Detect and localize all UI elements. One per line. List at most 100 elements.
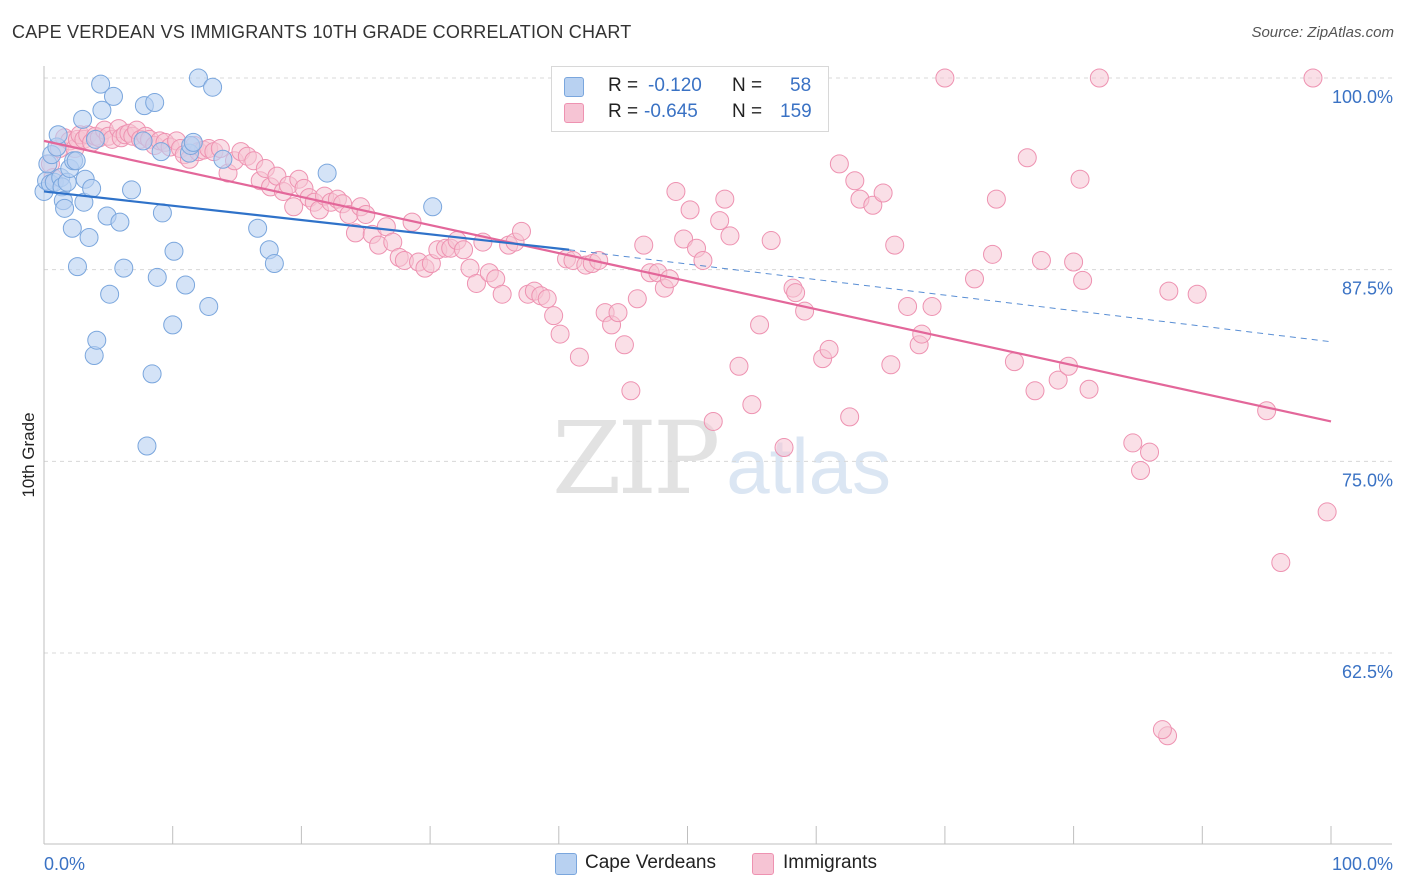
legend: R = -0.120 N = 58 R = -0.645 N = 159: [551, 66, 829, 132]
immigrants-point: [1187, 284, 1207, 304]
watermark-atlas: atlas: [726, 422, 892, 510]
immigrants-point: [1159, 281, 1179, 301]
immigrants-point: [935, 68, 955, 88]
cape-verdeans-point: [122, 180, 142, 200]
immigrants-point: [1140, 442, 1160, 462]
immigrants-point: [761, 231, 781, 251]
immigrants-point: [873, 183, 893, 203]
legend-r-label: R =: [608, 101, 639, 122]
legend-n-value: 58: [790, 75, 812, 96]
immigrants-point: [922, 296, 942, 316]
cape-verdeans-point: [213, 149, 233, 169]
immigrants-point: [840, 407, 860, 427]
immigrants-point: [881, 355, 901, 375]
tick-labels: 62.5% 75.0% 87.5% 100.0% 0.0% 100.0% 10th Grad…: [19, 87, 1393, 874]
cape-verdeans-point: [145, 93, 165, 113]
cape-verdeans-point: [100, 284, 120, 304]
cape-verdeans-point: [87, 330, 107, 350]
immigrants-point: [750, 315, 770, 335]
watermark-zip: ZIP: [552, 400, 720, 517]
cape-verdeans-trend-line: [43, 190, 570, 251]
bottom-legend-swatch-pink: [752, 853, 774, 875]
cape-verdeans-point: [110, 212, 130, 232]
immigrants-point: [1271, 553, 1291, 573]
cape-verdeans-point: [248, 218, 268, 238]
cape-verdeans-point: [142, 364, 162, 384]
cape-verdeans-point: [62, 218, 82, 238]
immigrants-point: [454, 240, 474, 260]
cape-verdeans-point: [423, 197, 443, 217]
immigrants-point: [550, 324, 570, 344]
immigrants-point: [715, 189, 735, 209]
cape-verdeans-point: [67, 257, 87, 277]
immigrants-point: [1257, 401, 1277, 421]
immigrants-point: [511, 221, 531, 241]
trend-lines: [43, 139, 1332, 423]
immigrants-point: [703, 411, 723, 431]
x-tick-label: 100.0%: [1332, 854, 1393, 874]
immigrants-point: [614, 335, 634, 355]
legend-r-value: -0.120: [648, 75, 702, 96]
immigrants-point: [1004, 352, 1024, 372]
immigrants-point: [1089, 68, 1109, 88]
immigrants-point: [537, 289, 557, 309]
immigrants-point: [1025, 381, 1045, 401]
immigrants-point: [1073, 270, 1093, 290]
legend-r-value: -0.645: [644, 101, 698, 122]
immigrants-point: [965, 269, 985, 289]
cape-verdeans-point: [85, 129, 105, 149]
immigrants-point: [729, 356, 749, 376]
immigrants-point: [1048, 370, 1068, 390]
immigrants-point: [983, 244, 1003, 264]
cape-verdeans-point: [199, 296, 219, 316]
legend-swatch-pink: [564, 103, 584, 123]
cape-verdeans-point: [55, 198, 75, 218]
watermark: ZIP atlas: [552, 400, 891, 517]
y-axis-title: 10th Grade: [19, 412, 38, 497]
immigrants-point: [1317, 502, 1337, 522]
bottom-legend-label: Immigrants: [783, 852, 877, 873]
immigrants-point: [774, 438, 794, 458]
cape-verdeans-point: [163, 315, 183, 335]
bottom-legend-label: Cape Verdeans: [585, 852, 716, 873]
immigrants-points: [40, 68, 1337, 746]
immigrants-point: [1070, 169, 1090, 189]
cape-verdeans-point: [48, 125, 68, 145]
cape-verdeans-point: [176, 275, 196, 295]
cape-verdeans-point: [151, 142, 171, 162]
immigrants-point: [819, 339, 839, 359]
immigrants-point: [608, 303, 628, 323]
cape-verdeans-point: [317, 163, 337, 183]
chart-title: CAPE VERDEAN VS IMMIGRANTS 10TH GRADE CO…: [12, 22, 632, 42]
cape-verdeans-point: [133, 131, 153, 151]
axis-layer: [43, 66, 1392, 845]
cape-verdeans-point: [183, 132, 203, 152]
immigrants-point: [829, 154, 849, 174]
immigrants-point: [674, 229, 694, 249]
immigrants-point: [1303, 68, 1323, 88]
cape-verdeans-point: [152, 203, 172, 223]
cape-verdeans-point: [103, 86, 123, 106]
immigrants-point: [845, 171, 865, 191]
immigrants-point: [1123, 433, 1143, 453]
cape-verdeans-point: [73, 109, 93, 129]
cape-verdeans-point: [203, 77, 223, 97]
y-tick-label: 62.5%: [1342, 662, 1393, 682]
legend-n-value: 159: [780, 101, 812, 122]
legend-n-label: N =: [732, 101, 763, 122]
legend-n-label: N =: [732, 75, 763, 96]
legend-r-label: R =: [608, 75, 639, 96]
immigrants-point: [544, 306, 564, 326]
immigrants-point: [742, 395, 762, 415]
immigrants-point: [492, 284, 512, 304]
immigrants-point: [666, 181, 686, 201]
immigrants-point: [284, 197, 304, 217]
cape-verdeans-trend-extension: [569, 249, 1332, 343]
immigrants-point: [680, 200, 700, 220]
cape-verdeans-points: [34, 68, 443, 456]
cape-verdeans-point: [66, 151, 86, 171]
immigrants-point: [1017, 148, 1037, 168]
immigrants-point: [627, 289, 647, 309]
immigrants-point: [1064, 252, 1084, 272]
